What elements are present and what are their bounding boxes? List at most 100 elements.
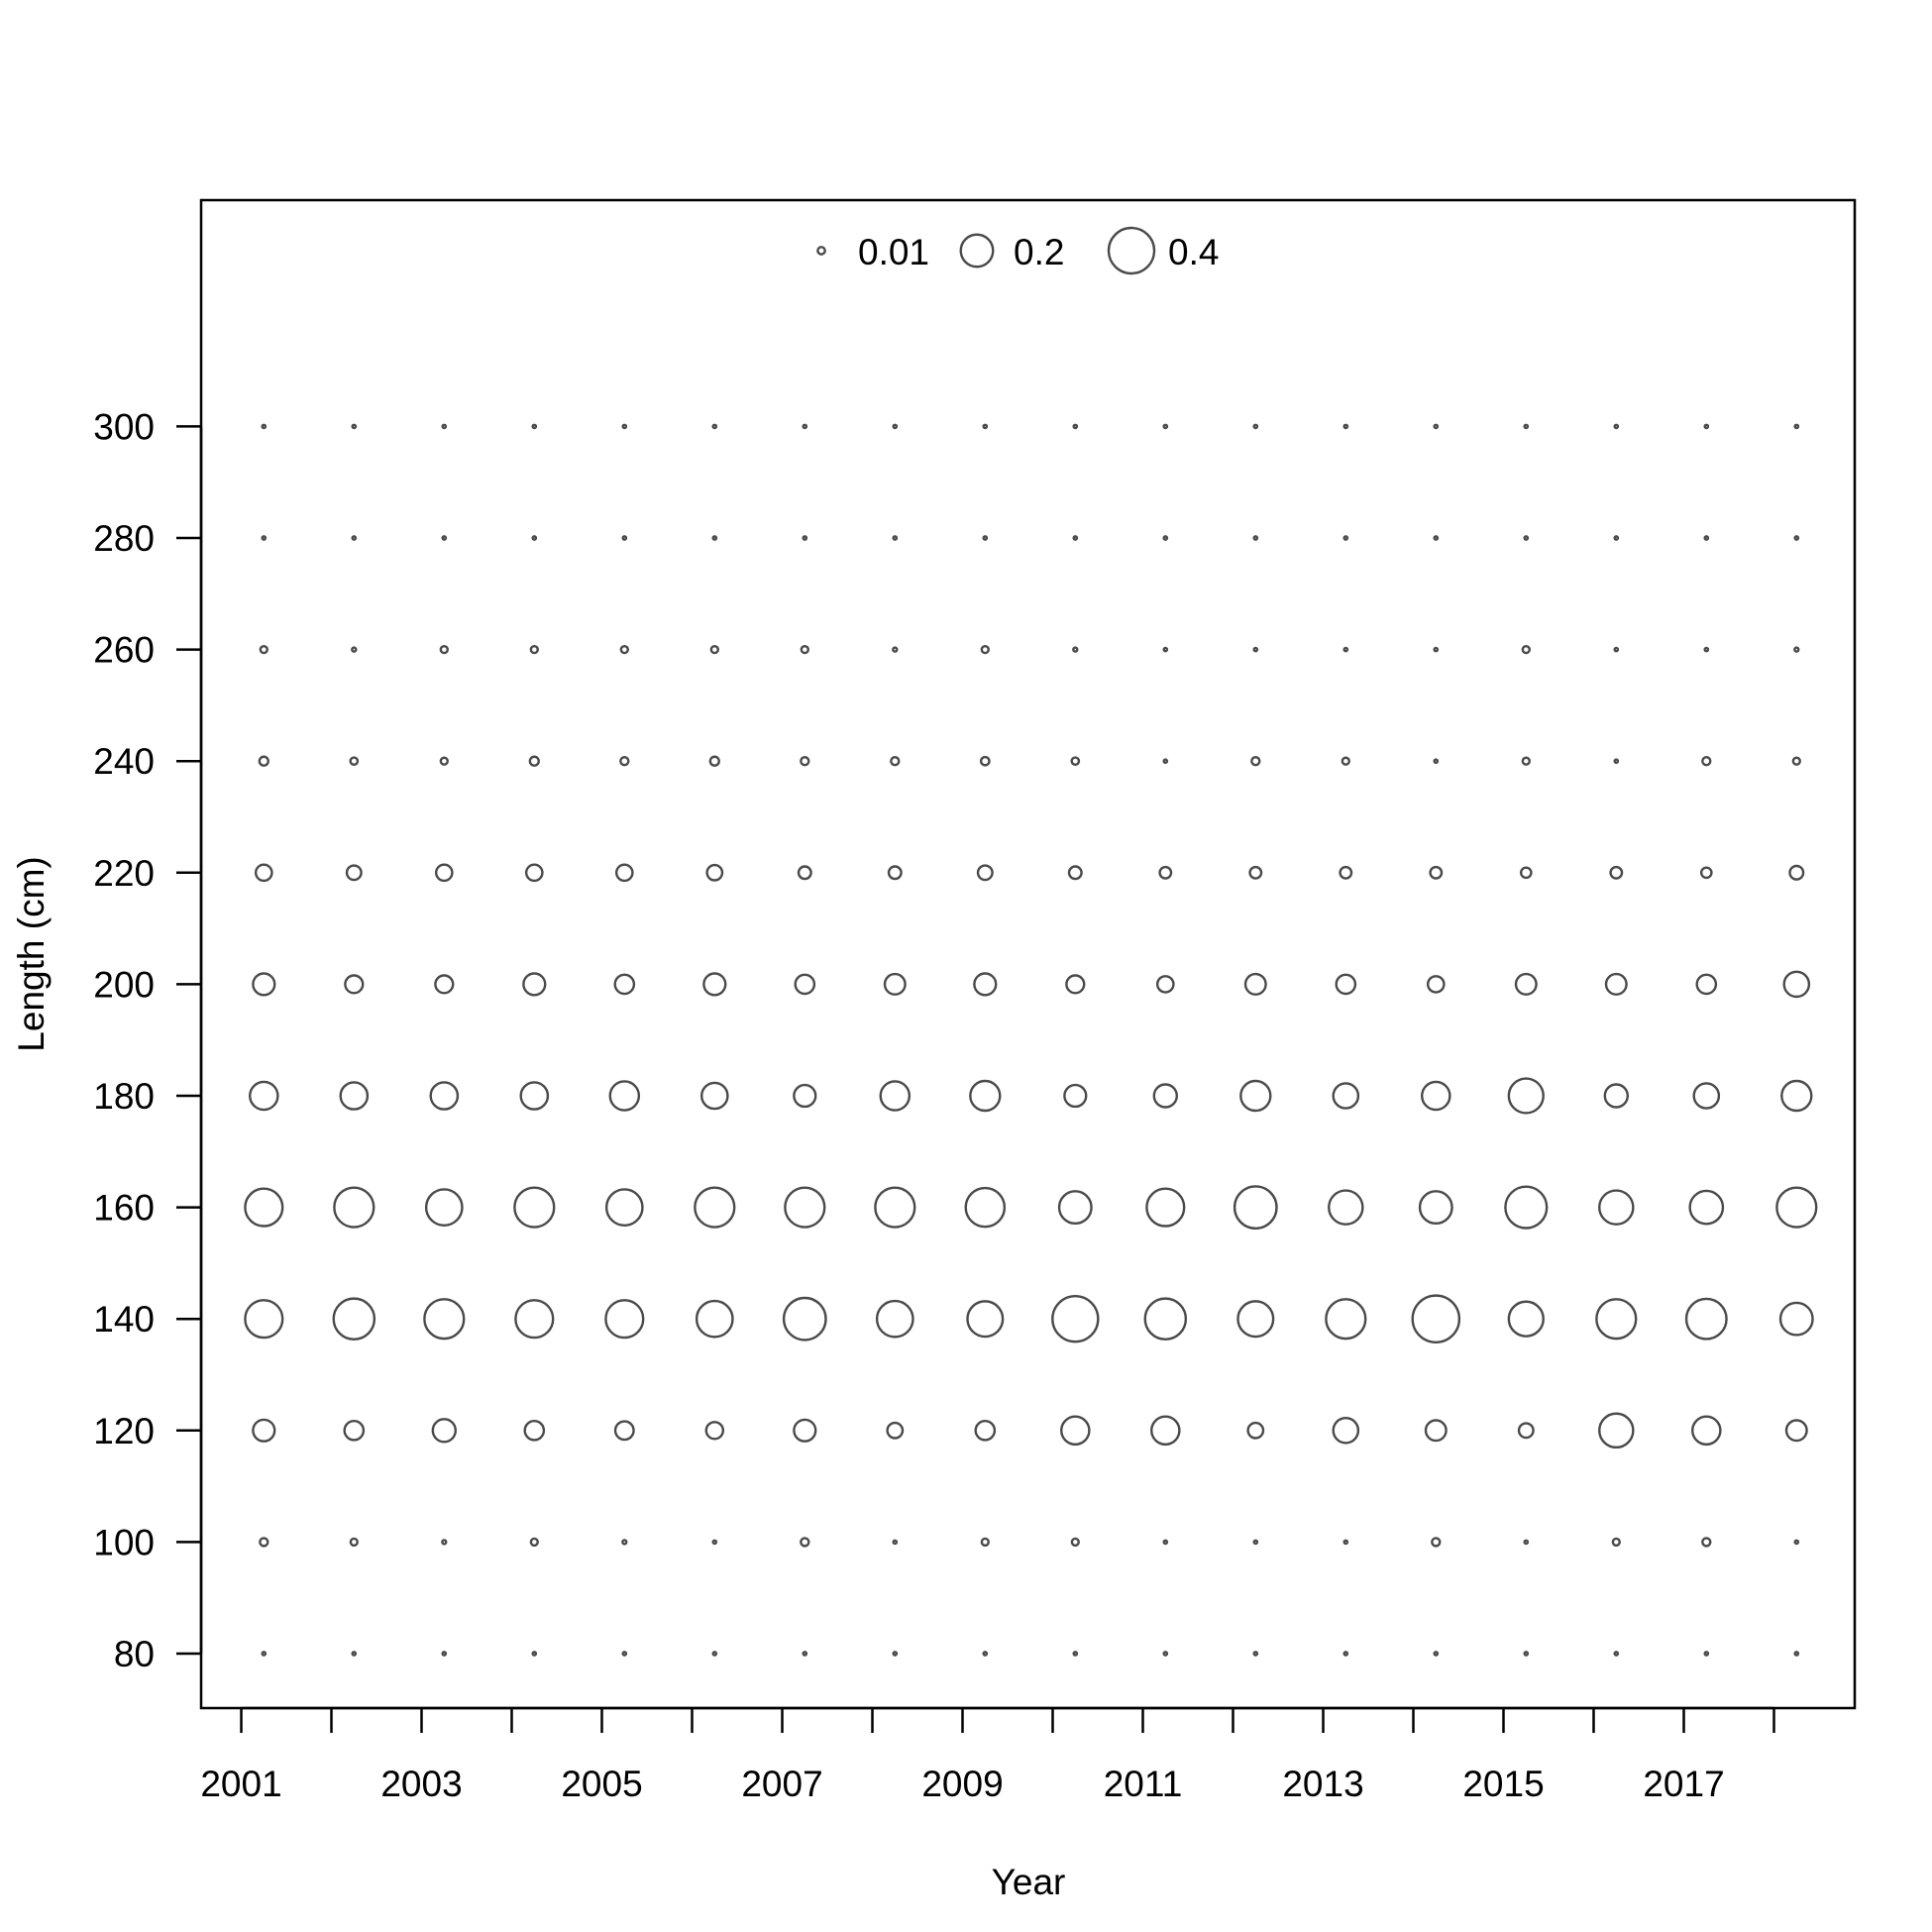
bubble <box>1433 1651 1440 1657</box>
bubble <box>429 1081 460 1111</box>
bubble <box>964 1186 1007 1229</box>
bubble <box>982 423 989 430</box>
bubble <box>1429 865 1444 880</box>
bubble <box>1514 972 1538 996</box>
bubble <box>1162 646 1169 653</box>
bubble <box>529 1537 539 1548</box>
y-axis-title: Length (cm) <box>11 856 52 1051</box>
bubble <box>875 1299 914 1339</box>
bubble <box>1688 1189 1725 1226</box>
bubble <box>351 535 358 541</box>
y-tick-label: 140 <box>93 1299 155 1340</box>
bubble <box>887 865 903 881</box>
bubble <box>1418 1190 1453 1226</box>
bubble <box>1613 423 1620 430</box>
x-axis: 2001 2003 2005 2007 2009 2011 2013 2015 2017 <box>200 1706 1775 1804</box>
bubble <box>1070 756 1081 767</box>
bubble <box>261 535 268 541</box>
bubble <box>1162 758 1169 765</box>
x-tick-label: 2013 <box>1282 1764 1363 1804</box>
bubble <box>249 1080 279 1112</box>
bubble <box>441 423 448 430</box>
bubble <box>1057 1190 1093 1226</box>
x-tick-label: 2007 <box>741 1764 822 1804</box>
bubble <box>702 972 727 997</box>
bubble <box>1699 866 1713 880</box>
bubble <box>1426 975 1446 994</box>
bubble <box>1342 535 1349 541</box>
bubble <box>1604 972 1628 996</box>
bubble <box>613 1420 635 1442</box>
bubble <box>1424 1419 1448 1443</box>
bubble <box>621 423 628 430</box>
bubble <box>604 1188 644 1227</box>
bubble <box>1252 646 1259 653</box>
bubble <box>1143 1297 1188 1341</box>
bubble <box>711 1539 718 1546</box>
x-tick-label: 2009 <box>921 1764 1003 1804</box>
bubble <box>1162 1651 1169 1657</box>
bubble <box>1519 866 1533 880</box>
bubble <box>1793 646 1800 653</box>
bubble <box>1788 864 1805 881</box>
bubble <box>258 755 269 767</box>
bubble <box>1051 1294 1100 1343</box>
bubble <box>1595 1298 1638 1341</box>
bubble <box>1507 1300 1545 1338</box>
legend-bubble <box>1107 226 1156 275</box>
bubble <box>1609 865 1624 880</box>
bubble <box>1775 1186 1818 1229</box>
bubble <box>1070 1537 1080 1548</box>
bubble <box>711 1651 718 1657</box>
bubble <box>1507 1077 1545 1115</box>
bubble <box>1433 423 1440 430</box>
legend-entry: 0.01 <box>816 232 929 272</box>
bubble <box>1342 1539 1349 1546</box>
bubble <box>793 1083 817 1109</box>
bubble <box>621 535 628 541</box>
bubble <box>333 1186 376 1229</box>
bubble <box>711 535 718 541</box>
bubble <box>883 972 907 996</box>
bubble <box>619 756 630 767</box>
bubble <box>969 1079 1002 1113</box>
bubble <box>1335 973 1357 996</box>
x-tick-label: 2001 <box>200 1764 281 1804</box>
bubble <box>973 972 998 997</box>
bubble <box>1252 423 1259 430</box>
bubble <box>1342 1651 1349 1657</box>
bubble <box>1695 973 1718 996</box>
bubble <box>1598 1412 1635 1449</box>
plot-frame <box>199 198 1857 1710</box>
bubble <box>886 1421 905 1440</box>
bubble <box>966 1300 1005 1339</box>
bubble <box>252 1418 276 1443</box>
bubble <box>1433 535 1440 541</box>
bubble <box>1233 1185 1278 1231</box>
bubble <box>619 644 629 655</box>
bubble <box>513 1186 556 1229</box>
bubble <box>1250 756 1261 767</box>
bubble <box>1613 535 1620 541</box>
bubble <box>979 755 991 767</box>
y-tick-label: 220 <box>93 853 155 894</box>
bubble <box>1703 535 1710 541</box>
bubble <box>621 1651 628 1657</box>
legend-entry: 0.2 <box>959 232 1064 272</box>
bubble <box>1339 865 1353 880</box>
y-tick-label: 100 <box>93 1522 155 1562</box>
bubble <box>976 864 994 882</box>
bubble <box>802 535 808 541</box>
y-tick-label: 280 <box>93 518 155 559</box>
bubble <box>1691 1415 1722 1447</box>
bubble <box>434 974 455 995</box>
bubble <box>261 423 268 430</box>
bubble <box>1332 1417 1360 1445</box>
bubble <box>1433 646 1440 653</box>
bubble <box>1782 970 1811 999</box>
x-tick-label: 2011 <box>1104 1764 1183 1804</box>
y-tick-label: 200 <box>93 964 155 1005</box>
bubble <box>1072 423 1079 430</box>
bubble <box>349 1537 359 1548</box>
bubble <box>782 1296 827 1342</box>
